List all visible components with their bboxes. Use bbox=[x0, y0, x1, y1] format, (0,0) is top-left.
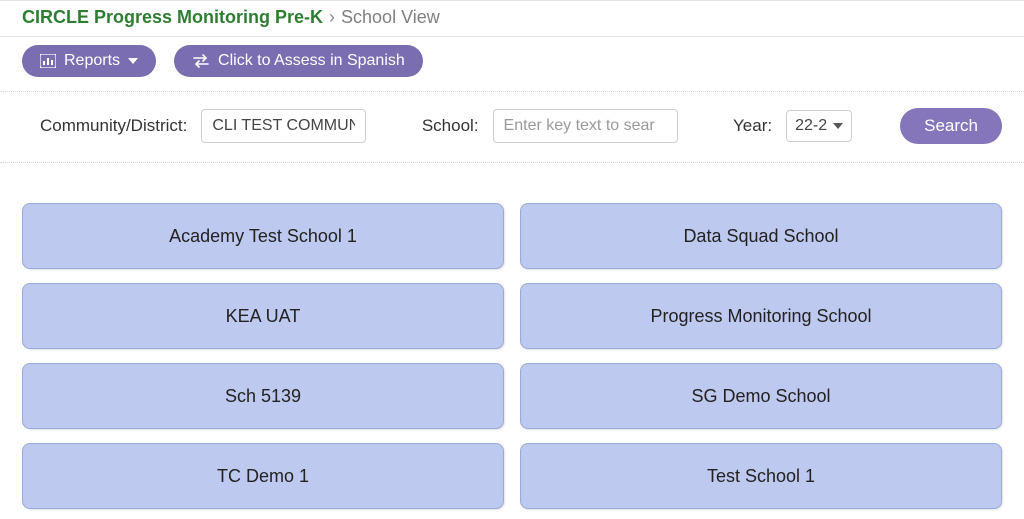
year-selected-value: 22-2 bbox=[795, 117, 827, 135]
school-tile-label: KEA UAT bbox=[226, 306, 301, 327]
toolbar: Reports Click to Assess in Spanish bbox=[0, 37, 1024, 92]
school-tile[interactable]: Test School 1 bbox=[520, 443, 1002, 509]
bar-chart-icon bbox=[40, 54, 56, 68]
school-tile-label: Academy Test School 1 bbox=[169, 226, 357, 247]
school-tile-label: Test School 1 bbox=[707, 466, 815, 487]
school-tile-label: Sch 5139 bbox=[225, 386, 301, 407]
school-input[interactable] bbox=[493, 109, 678, 143]
school-tile-label: Data Squad School bbox=[683, 226, 838, 247]
community-input[interactable] bbox=[201, 109, 366, 143]
community-label: Community/District: bbox=[40, 116, 187, 136]
school-tile[interactable]: KEA UAT bbox=[22, 283, 504, 349]
chevron-right-icon: › bbox=[329, 7, 335, 28]
search-button[interactable]: Search bbox=[900, 108, 1002, 144]
school-grid: Academy Test School 1 Data Squad School KE… bbox=[22, 203, 1002, 509]
school-tile[interactable]: Academy Test School 1 bbox=[22, 203, 504, 269]
reports-button[interactable]: Reports bbox=[22, 45, 156, 77]
assess-spanish-button[interactable]: Click to Assess in Spanish bbox=[174, 45, 423, 77]
school-tile-label: SG Demo School bbox=[691, 386, 830, 407]
year-label: Year: bbox=[733, 116, 772, 136]
reports-label: Reports bbox=[64, 52, 120, 70]
school-tile[interactable]: Sch 5139 bbox=[22, 363, 504, 429]
filter-bar: Community/District: School: Year: 22-2 S… bbox=[0, 92, 1024, 163]
year-select[interactable]: 22-2 bbox=[786, 110, 852, 142]
assess-spanish-label: Click to Assess in Spanish bbox=[218, 52, 405, 70]
swap-icon bbox=[192, 54, 210, 68]
school-tile-label: TC Demo 1 bbox=[217, 466, 309, 487]
school-tile[interactable]: Progress Monitoring School bbox=[520, 283, 1002, 349]
school-tile[interactable]: TC Demo 1 bbox=[22, 443, 504, 509]
chevron-down-icon bbox=[128, 58, 138, 64]
breadcrumb: CIRCLE Progress Monitoring Pre-K › Schoo… bbox=[0, 1, 1024, 36]
school-tile[interactable]: SG Demo School bbox=[520, 363, 1002, 429]
school-tile-label: Progress Monitoring School bbox=[650, 306, 871, 327]
breadcrumb-main[interactable]: CIRCLE Progress Monitoring Pre-K bbox=[22, 7, 323, 28]
school-tile[interactable]: Data Squad School bbox=[520, 203, 1002, 269]
chevron-down-icon bbox=[833, 123, 843, 129]
school-label: School: bbox=[422, 116, 479, 136]
breadcrumb-sub: School View bbox=[341, 7, 440, 28]
